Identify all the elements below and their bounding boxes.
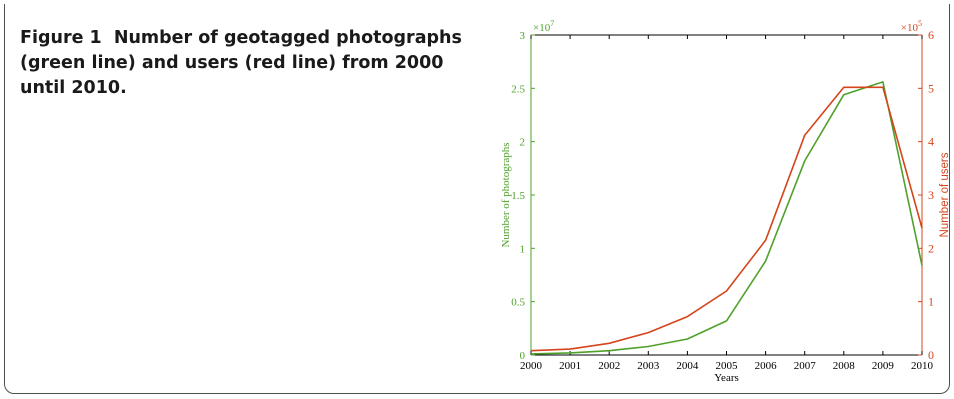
left-y-tick-label: 1 [520,243,526,255]
x-tick-label: 2000 [520,360,543,372]
right-y-tick-label: 2 [928,241,934,255]
x-tick-label: 2007 [794,360,817,372]
right-y-tick-label: 4 [928,135,934,149]
figure-caption: Figure 1 Number of geotagged photographs… [20,26,470,101]
right-y-tick-label: 3 [928,188,934,202]
figure-label: Figure 1 [20,28,102,48]
left-y-tick-label: 0 [520,350,526,362]
x-tick-label: 2006 [755,360,778,372]
caption-text: Number of geotagged photographs (green l… [20,28,462,98]
x-tick-label: 2001 [559,360,581,372]
left-y-tick-label: 3 [520,30,526,42]
x-axis-label: Years [714,372,739,384]
left-y-tick-label: 1.5 [511,190,525,202]
x-tick-label: 2008 [833,360,856,372]
left-axis-multiplier: ×107 [533,19,554,34]
users-series-line [530,86,923,352]
right-axis-multiplier: ×105 [901,19,922,34]
left-y-tick-label: 2 [520,137,526,149]
right-y-tick-label: 0 [928,348,934,362]
x-tick-label: 2005 [716,360,739,372]
x-tick-label: 2009 [872,360,895,372]
left-y-tick-label: 0.5 [511,297,525,309]
left-y-axis-label: Number of photographs [500,142,512,247]
x-tick-label: 2002 [598,360,620,372]
x-tick-label: 2004 [676,360,699,372]
right-y-tick-label: 6 [928,28,934,42]
right-y-tick-label: 1 [928,295,934,309]
x-tick-label: 2003 [637,360,660,372]
right-y-tick-label: 5 [928,81,934,95]
figure-frame [4,4,950,394]
left-y-tick-label: 2.5 [511,83,525,95]
photographs-series-line [530,81,923,355]
x-tick-label: 2010 [911,360,934,372]
right-y-axis-label: Number of users [939,152,951,237]
